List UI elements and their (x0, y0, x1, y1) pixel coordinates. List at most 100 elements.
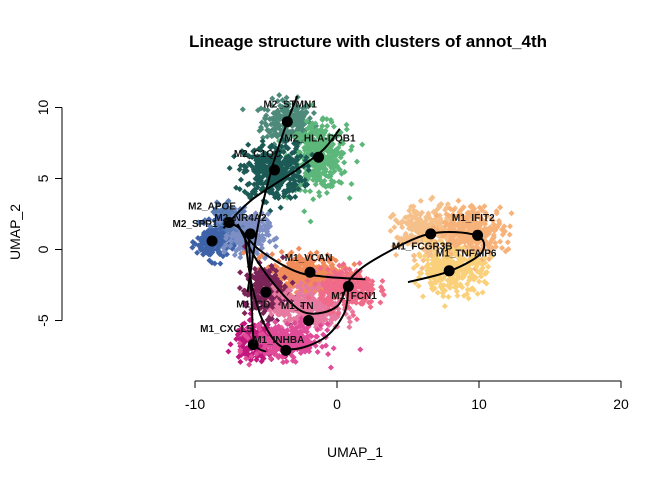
cell-point (420, 221, 427, 228)
cell-point (358, 288, 365, 295)
cell-point (265, 268, 272, 275)
cell-point (257, 331, 264, 338)
centroid-point (425, 228, 437, 240)
cell-point (241, 188, 248, 195)
cell-point (304, 277, 311, 284)
cell-point (302, 328, 309, 335)
cell-point (310, 295, 317, 302)
cell-point (275, 311, 282, 318)
cell-point (365, 299, 372, 306)
cell-point (264, 127, 271, 134)
cell-point (268, 311, 275, 318)
cell-point (240, 326, 247, 333)
cell-point (305, 163, 312, 170)
cell-point (249, 188, 256, 195)
cell-point (501, 223, 508, 230)
cell-point (258, 174, 265, 181)
cell-point (271, 291, 278, 298)
cell-point (378, 288, 385, 295)
x-tick-label: 20 (613, 396, 629, 412)
cell-point (423, 241, 430, 248)
cell-point (497, 204, 504, 211)
cell-point (475, 239, 482, 246)
cell-point (490, 235, 497, 242)
cell-point (252, 281, 259, 288)
cell-point (298, 177, 305, 184)
cell-point (455, 197, 462, 204)
cell-point (264, 316, 271, 323)
cell-point (364, 294, 371, 301)
cell-point (305, 167, 312, 174)
cell-point (241, 287, 248, 294)
cell-point (466, 211, 473, 218)
centroid-point (472, 229, 484, 241)
chart-title: Lineage structure with clusters of annot… (189, 32, 547, 51)
cell-point (298, 122, 305, 129)
cell-point (276, 92, 283, 99)
cell-point (281, 283, 288, 290)
cell-point (213, 221, 220, 228)
cell-point (205, 216, 212, 223)
cell-point (322, 172, 329, 179)
cell-point (442, 206, 449, 213)
cell-point (237, 348, 244, 355)
cell-point (285, 183, 292, 190)
cell-point (231, 205, 238, 212)
cell-point (234, 218, 241, 225)
cell-point (251, 213, 258, 220)
centroid-point (206, 235, 218, 247)
cell-point (290, 334, 297, 341)
cell-point (454, 223, 461, 230)
cell-point (261, 106, 268, 113)
cell-point (415, 225, 422, 232)
cell-point (316, 192, 323, 199)
cell-point (252, 175, 259, 182)
cell-point (445, 293, 452, 300)
cell-point (211, 217, 218, 224)
cell-point (338, 283, 345, 290)
cell-point (244, 291, 251, 298)
cell-point (302, 173, 309, 180)
cell-point (268, 154, 275, 161)
cell-point (295, 169, 302, 176)
cell-point (303, 144, 310, 151)
cell-point (459, 218, 466, 225)
cell-point (266, 238, 273, 245)
cell-point (506, 231, 513, 238)
cell-point (328, 299, 335, 306)
cell-point (237, 358, 244, 365)
cell-point (289, 165, 296, 172)
cell-point (317, 322, 324, 329)
cell-point (502, 248, 509, 255)
cell-point (236, 336, 243, 343)
cell-point (451, 213, 458, 220)
cell-point (295, 245, 302, 252)
cell-point (236, 340, 243, 347)
cell-point (268, 102, 275, 109)
cell-point (288, 128, 295, 135)
cell-point (328, 119, 335, 126)
cell-point (441, 303, 448, 310)
cell-point (286, 293, 293, 300)
cell-point (387, 227, 394, 234)
cell-point (408, 219, 415, 226)
cell-point (292, 113, 299, 120)
cell-point (211, 260, 218, 267)
cell-point (298, 279, 305, 286)
cell-point (273, 267, 280, 274)
cell-point (419, 265, 426, 272)
cell-point (252, 273, 259, 280)
cell-point (390, 211, 397, 218)
cell-point (472, 246, 479, 253)
cell-point (391, 224, 398, 231)
cell-point (283, 328, 290, 335)
cell-point (312, 146, 319, 153)
cell-point (317, 295, 324, 302)
cell-point (310, 196, 317, 203)
cell-point (355, 284, 362, 291)
cell-point (309, 101, 316, 108)
cell-point (475, 223, 482, 230)
cell-point (304, 125, 311, 132)
cell-point (335, 310, 342, 317)
x-axis-label: UMAP_1 (327, 444, 383, 460)
